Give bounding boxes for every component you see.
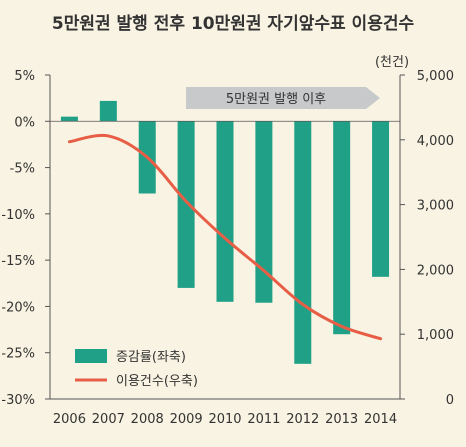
left-tick-label: 5% xyxy=(14,69,35,84)
bar xyxy=(372,121,390,277)
left-axis-ticks: 5% 0% -5% -10% -15% -20% -25% -30% xyxy=(1,69,51,408)
right-tick-label: 1,000 xyxy=(417,328,454,343)
left-tick-label: -25% xyxy=(1,347,35,362)
legend-bar-label: 증감률(좌축) xyxy=(116,350,186,365)
bar xyxy=(99,100,117,122)
x-tick-label: 2009 xyxy=(170,412,203,427)
right-tick-label: 2,000 xyxy=(417,263,454,278)
left-tick-label: -15% xyxy=(1,254,35,269)
x-tick-label: 2008 xyxy=(131,412,164,427)
right-tick-label: 3,000 xyxy=(417,199,454,214)
line-series xyxy=(67,133,383,341)
bar xyxy=(294,121,312,364)
right-tick-label: 4,000 xyxy=(417,134,454,149)
annotation-arrow-shape xyxy=(186,87,380,109)
left-tick-label: -10% xyxy=(1,208,35,223)
left-tick-label: -20% xyxy=(1,300,35,315)
legend-bar-swatch xyxy=(75,349,107,363)
x-axis: 2006 2007 2008 2009 2010 2011 2012 2013 2014 xyxy=(50,398,400,427)
annotation-arrow: 5만원권 발행 이후 xyxy=(186,87,380,109)
right-axis-unit: (천건) xyxy=(375,55,409,70)
legend-line-label: 이용건수(우축) xyxy=(116,374,198,389)
x-tick-label: 2012 xyxy=(286,412,319,427)
x-tick-label: 2011 xyxy=(247,412,280,427)
x-tick-label: 2006 xyxy=(53,412,86,427)
left-tick-label: 0% xyxy=(14,115,35,130)
x-tick-label: 2007 xyxy=(92,412,125,427)
annotation-text: 5만원권 발행 이후 xyxy=(226,91,326,107)
bar xyxy=(60,116,78,122)
bar xyxy=(177,121,195,288)
right-axis-ticks: 5,000 4,000 3,000 2,000 1,000 0 xyxy=(399,69,454,408)
bar-series xyxy=(60,100,390,364)
x-tick-label: 2013 xyxy=(325,412,358,427)
right-tick-label: 0 xyxy=(446,393,454,408)
bar xyxy=(216,121,234,302)
bar xyxy=(255,121,273,303)
bar xyxy=(333,121,351,335)
x-tick-label: 2010 xyxy=(208,412,241,427)
right-tick-label: 5,000 xyxy=(417,69,454,84)
legend: 증감률(좌축) 이용건수(우축) xyxy=(75,349,198,389)
x-tick-label: 2014 xyxy=(364,412,397,427)
left-tick-label: -30% xyxy=(1,393,35,408)
chart-title: 5만원권 발행 전후 10만원권 자기앞수표 이용건수 xyxy=(52,13,415,34)
left-tick-label: -5% xyxy=(10,162,35,177)
